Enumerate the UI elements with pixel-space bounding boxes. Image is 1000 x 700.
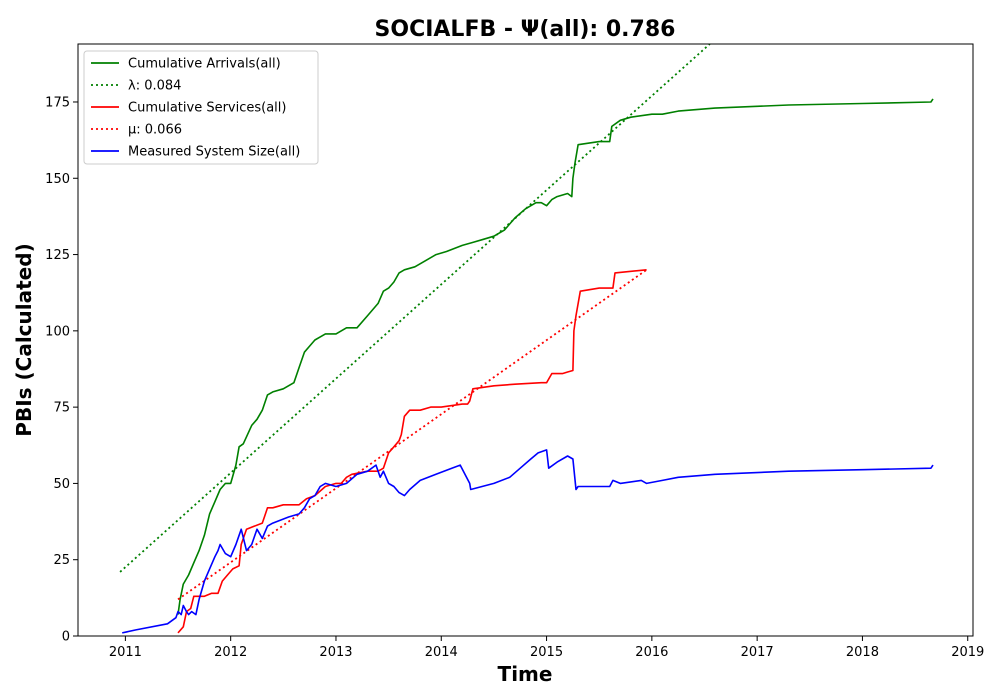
series-line-4 [122,449,934,634]
y-tick-label: 125 [45,248,70,263]
x-axis: 2011 2012 2013 2014 2015 2016 2017 2018 2019 [109,636,984,660]
series-layer [119,44,934,634]
plot-frame [77,43,974,637]
y-axis-label: PBIs (Calculated) [12,243,36,436]
x-tick-label: 2019 [951,645,984,660]
legend-label: Cumulative Arrivals(all) [128,57,281,72]
y-tick-label: 100 [45,324,70,339]
series-line-1 [119,44,711,573]
series-line-3 [177,269,648,601]
legend-label: λ: 0.084 [128,79,181,94]
x-tick-label: 2013 [319,645,352,660]
y-tick-label: 0 [62,630,70,645]
legend-label: Cumulative Services(all) [128,101,286,116]
x-axis-label: Time [498,662,553,686]
chart-title: SOCIALFB - Ψ(all): 0.786 [375,17,676,42]
legend: Cumulative Arrivals(all) λ: 0.084 Cumulati… [83,50,319,165]
x-tick-label: 2014 [425,645,458,660]
series-line-2 [177,269,647,634]
x-tick-label: 2018 [846,645,879,660]
y-tick-label: 25 [53,553,70,568]
x-tick-label: 2017 [741,645,774,660]
legend-label: Measured System Size(all) [128,145,300,160]
y-tick-label: 75 [53,401,70,416]
legend-label: μ: 0.066 [128,123,182,138]
x-tick-label: 2016 [635,645,668,660]
x-tick-label: 2011 [109,645,142,660]
x-tick-label: 2012 [214,645,247,660]
x-tick-label: 2015 [530,645,563,660]
y-tick-label: 175 [45,95,70,110]
y-axis: 0 25 50 75 100 125 150 175 [45,95,78,645]
y-tick-label: 150 [45,172,70,187]
legend-box [83,50,319,165]
y-tick-label: 50 [53,477,70,492]
